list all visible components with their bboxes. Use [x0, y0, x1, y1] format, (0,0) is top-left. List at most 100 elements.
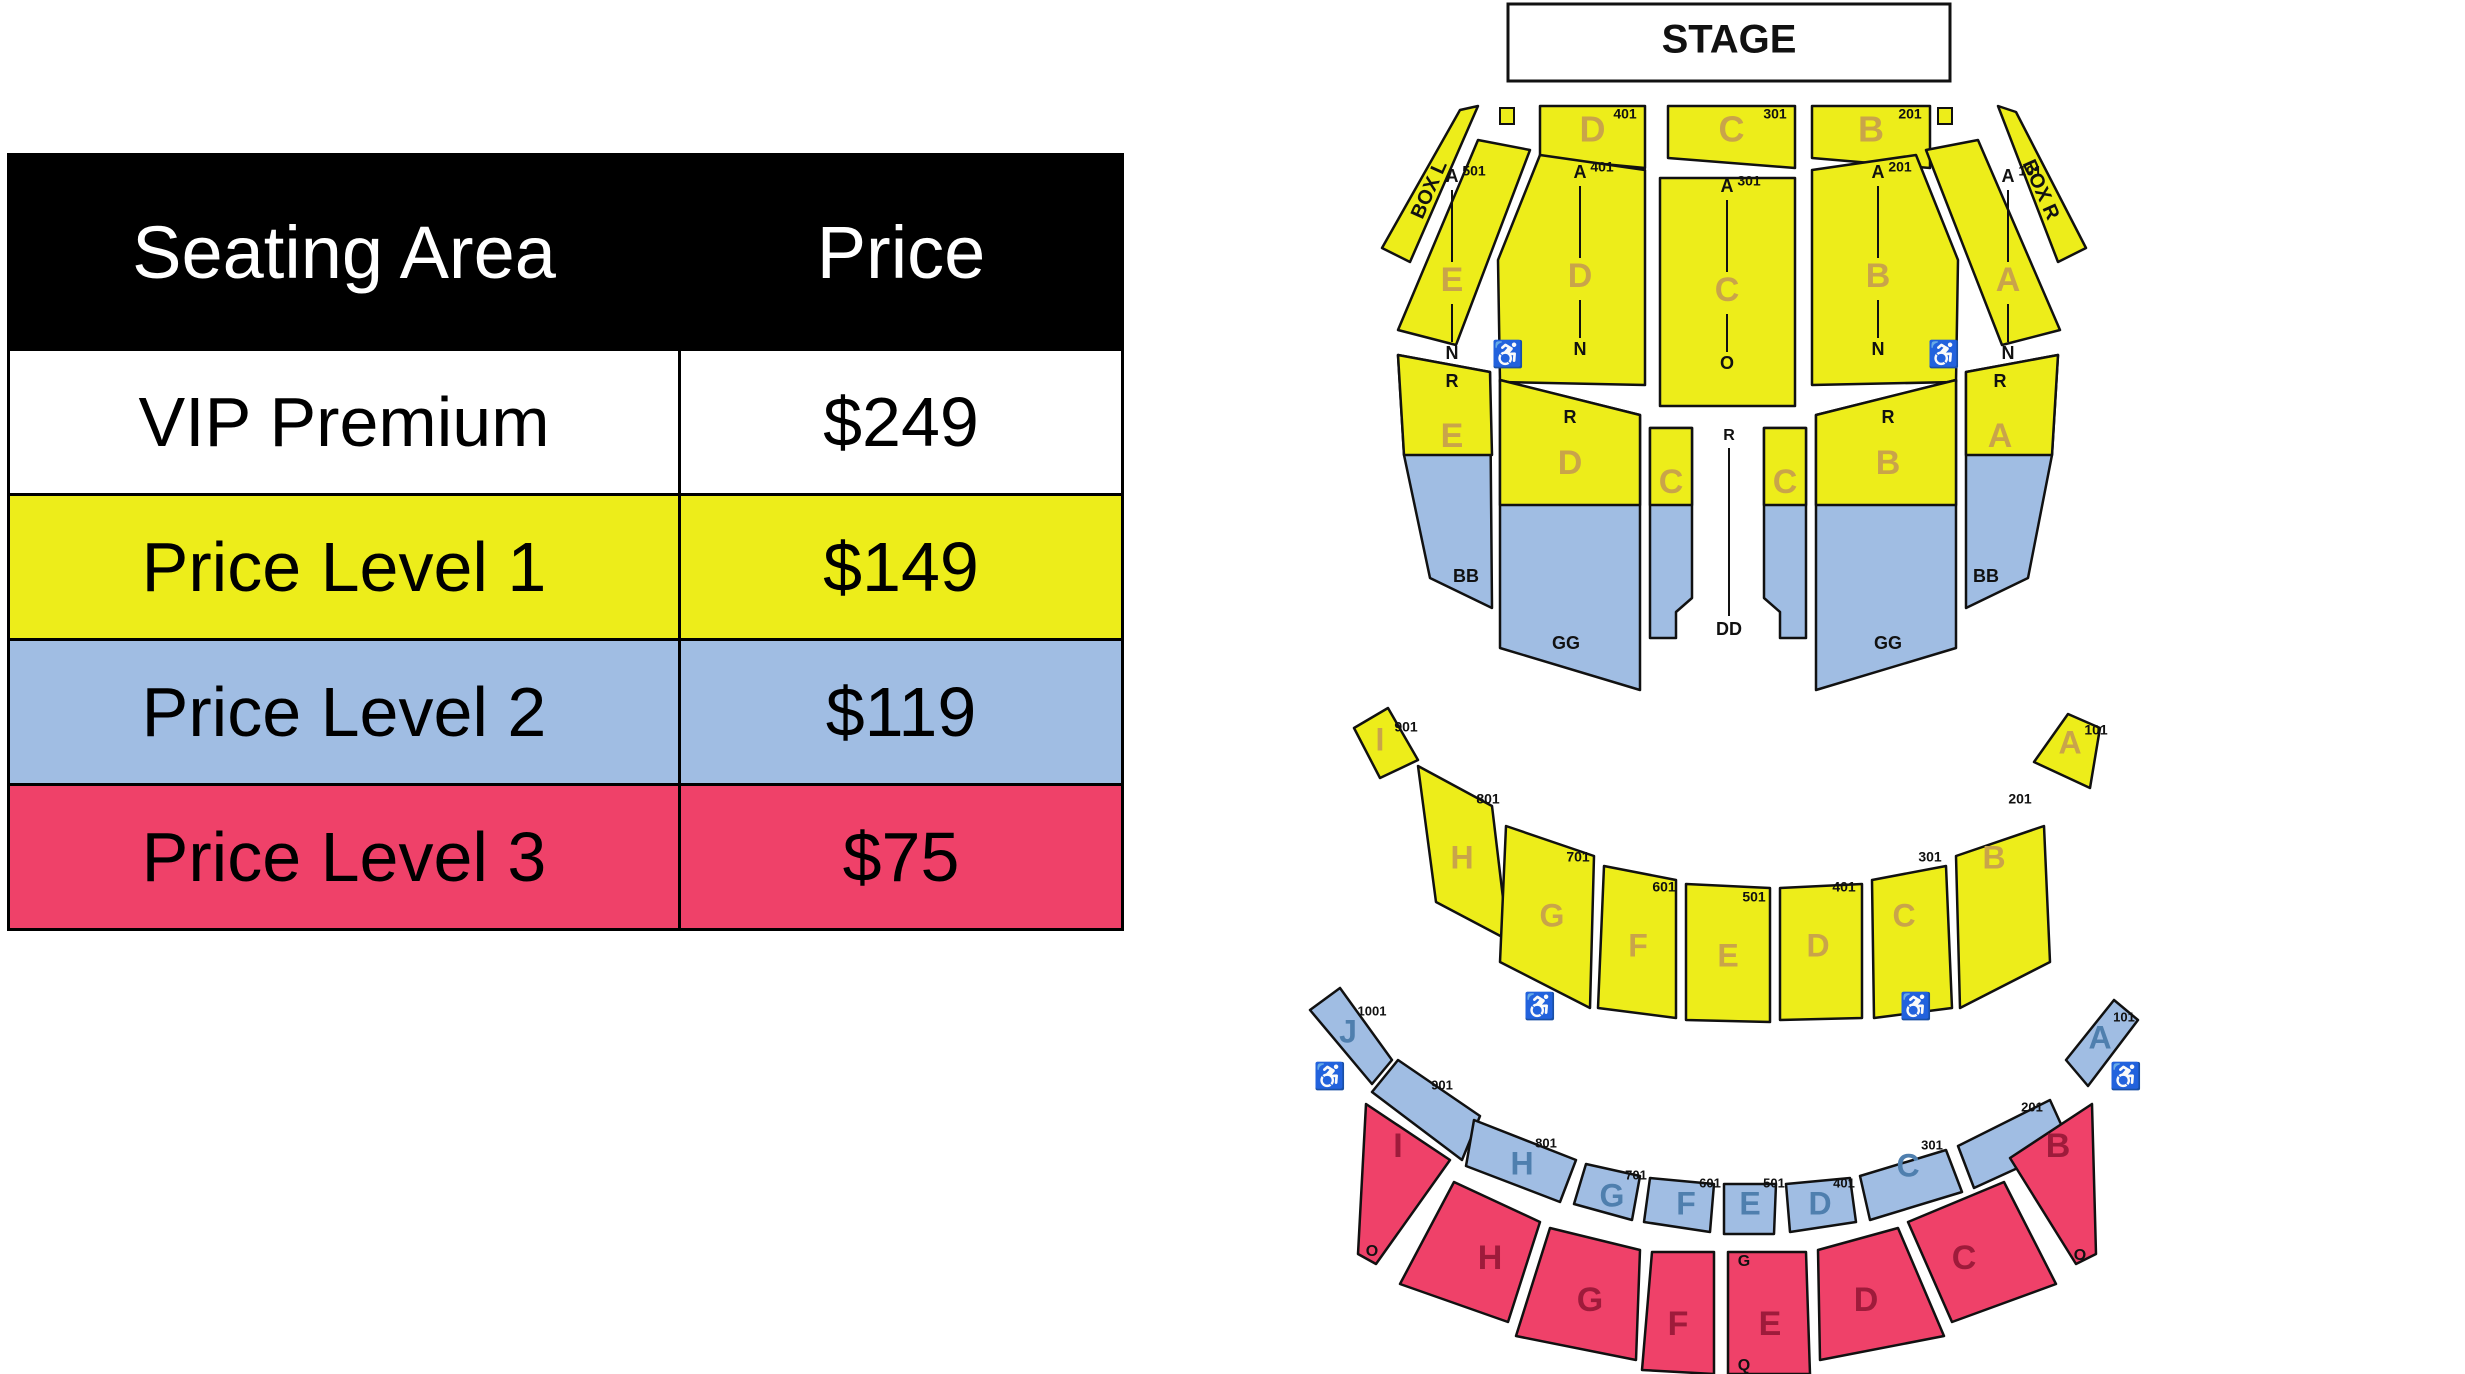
- balcony-rear-section-c: [1906, 1180, 2058, 1324]
- mid-section-e: [1396, 138, 1532, 347]
- small-box-right: [1937, 107, 1953, 125]
- front-section: [1810, 104, 1932, 170]
- mezzanine-section-d: [1778, 882, 1864, 1022]
- balcony-front-letter: C: [1896, 1147, 1919, 1183]
- mezzanine-section-number: 501: [1742, 889, 1766, 905]
- row-label-r: R: [1994, 371, 2007, 391]
- balcony-front-letter: D: [1808, 1185, 1831, 1221]
- mid-section-b: [1810, 153, 1960, 387]
- mid-section-d: [1496, 153, 1647, 387]
- price-row-level-1: Price Level 1 $149: [7, 493, 1124, 641]
- mezzanine-section-letter: D: [1806, 927, 1829, 963]
- balcony-front-number: 101: [2113, 1009, 2135, 1024]
- area-cell: Price Level 1: [7, 493, 681, 641]
- balcony-front-section: [1464, 1118, 1578, 1204]
- row-label-a: A: [2002, 166, 2015, 186]
- balcony-front-letter: E: [1739, 1185, 1760, 1221]
- balcony-rear-letter: D: [1854, 1281, 1879, 1319]
- mid-section-a: [1924, 138, 2062, 347]
- row-label-r: R: [1564, 407, 1577, 427]
- wheelchair-icon: ♿: [1314, 1061, 1346, 1091]
- balcony-rear-letter: G: [1577, 1281, 1603, 1319]
- front-section-letter: D: [1580, 109, 1606, 150]
- row-label-g: G: [1738, 1253, 1750, 1270]
- row-label-a: A: [1574, 162, 1587, 182]
- balcony-rear-letter: H: [1478, 1239, 1503, 1277]
- balcony-front-section: [1858, 1148, 1964, 1222]
- mid-section-number: 401: [1590, 159, 1614, 175]
- row-label-r: R: [1446, 371, 1459, 391]
- balcony-front-number: 701: [1625, 1167, 1647, 1182]
- price-cell: $119: [678, 638, 1124, 786]
- rear-section-letter: C: [1659, 463, 1684, 501]
- balcony-front-letter: G: [1600, 1177, 1625, 1213]
- wheelchair-icon: ♿: [1492, 339, 1524, 369]
- box-left: [1380, 104, 1480, 264]
- row-label-o: O: [1366, 1243, 1378, 1260]
- price-table-header: Seating Area Price: [7, 153, 1124, 351]
- mid-section-letter: C: [1715, 271, 1740, 309]
- mezzanine-section-number: 301: [1918, 849, 1942, 865]
- balcony-rear-letter: E: [1759, 1305, 1782, 1343]
- rear-e-upper: [1396, 353, 1494, 457]
- stage-label: STAGE: [1662, 18, 1797, 62]
- balcony-rear-section-f: [1640, 1250, 1716, 1374]
- price-row-level-3: Price Level 3 $75: [7, 783, 1124, 931]
- front-section: [1666, 104, 1797, 170]
- row-label-end: N: [1872, 339, 1885, 359]
- balcony-front-section: [1572, 1162, 1642, 1222]
- mezzanine-section-letter: A: [2058, 724, 2081, 760]
- balcony-front-letter: A: [2088, 1019, 2111, 1055]
- header-price: Price: [678, 153, 1124, 351]
- front-section-number: 401: [1613, 106, 1637, 122]
- balcony-front-number: 501: [1763, 1175, 1785, 1190]
- mezzanine-section-g: [1498, 824, 1596, 1010]
- balcony-front-section: [1370, 1058, 1482, 1162]
- mid-section-number: 301: [1737, 173, 1761, 189]
- rear-a-upper: [1964, 353, 2060, 457]
- balcony-rear-section-e: [1726, 1250, 1812, 1374]
- rear-section-letter: A: [1988, 417, 2013, 455]
- area-cell: VIP Premium: [7, 348, 681, 496]
- balcony-rear-section-h: [1398, 1180, 1542, 1324]
- mezzanine-section-b: [1954, 824, 2052, 1010]
- row-label-gg: GG: [1874, 633, 1902, 653]
- front-section-letter: C: [1719, 109, 1745, 150]
- mezzanine-section-number: 201: [2008, 791, 2032, 807]
- balcony-front-letter: J: [1339, 1013, 1357, 1049]
- mezzanine-section-letter: E: [1717, 937, 1738, 973]
- mezzanine-section-letter: F: [1628, 927, 1648, 963]
- box-right: [1996, 104, 2088, 264]
- mezzanine-section-letter: H: [1450, 839, 1473, 875]
- mezzanine-section-letter: I: [1376, 721, 1385, 757]
- mid-section-letter: D: [1568, 257, 1593, 295]
- row-label-a: A: [1721, 176, 1734, 196]
- wheelchair-icon: ♿: [1928, 339, 1960, 369]
- rear-c-right-upper: [1762, 426, 1808, 507]
- row-label-bb: BB: [1973, 566, 1999, 586]
- rear-b-upper: [1814, 378, 1958, 507]
- balcony-front-section: [1722, 1182, 1778, 1236]
- wheelchair-icon: ♿: [2110, 1061, 2142, 1091]
- balcony-rear-letter: C: [1952, 1239, 1977, 1277]
- stage-box: [1506, 2, 1952, 83]
- balcony-front-number: 201: [2021, 1099, 2043, 1114]
- mezzanine-section-number: 401: [1832, 879, 1856, 895]
- price-row-level-2: Price Level 2 $119: [7, 638, 1124, 786]
- mezzanine-section-number: 101: [2084, 722, 2108, 738]
- mezzanine-section-a: [2032, 712, 2102, 790]
- mezzanine-section-e: [1684, 882, 1772, 1024]
- mezzanine-section-f: [1596, 864, 1678, 1020]
- area-cell: Price Level 2: [7, 638, 681, 786]
- rear-section-letter: B: [1876, 444, 1901, 482]
- rear-c-left-upper: [1648, 426, 1694, 507]
- area-cell: Price Level 3: [7, 783, 681, 931]
- front-section-letter: B: [1858, 109, 1884, 150]
- price-cell: $249: [678, 348, 1124, 496]
- balcony-front-number: 601: [1699, 1175, 1721, 1190]
- price-cell: $75: [678, 783, 1124, 931]
- balcony-front-section: [1642, 1176, 1716, 1234]
- balcony-front-number: 901: [1431, 1077, 1453, 1092]
